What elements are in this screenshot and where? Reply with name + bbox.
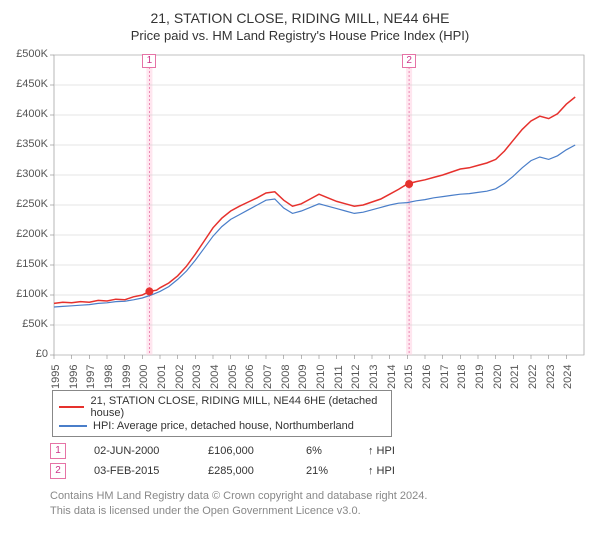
y-axis-label: £400K [10,108,48,120]
legend-item: 21, STATION CLOSE, RIDING MILL, NE44 6HE… [59,395,385,419]
x-axis-label: 2023 [545,365,557,389]
x-axis-label: 2018 [456,365,468,389]
x-axis-label: 2022 [527,365,539,389]
transaction-date: 02-JUN-2000 [94,445,180,457]
x-axis-label: 2011 [333,365,345,389]
attribution: Contains HM Land Registry data © Crown c… [50,489,590,519]
y-axis-label: £100K [10,288,48,300]
x-axis-label: 2019 [474,365,486,389]
line-chart [10,51,590,361]
chart-marker-badge: 1 [142,54,156,68]
x-axis-label: 2000 [138,365,150,389]
x-axis-label: 2017 [439,365,451,389]
legend-label: 21, STATION CLOSE, RIDING MILL, NE44 6HE… [90,395,385,419]
x-axis-label: 2009 [297,365,309,389]
attribution-line: This data is licensed under the Open Gov… [50,504,590,519]
transaction-pct: 21% [306,465,340,477]
x-axis-label: 1997 [85,365,97,389]
y-axis-label: £150K [10,258,48,270]
y-axis-label: £450K [10,78,48,90]
y-axis-label: £300K [10,168,48,180]
x-axis-label: 2012 [350,365,362,389]
transaction-price: £106,000 [208,445,278,457]
legend-label: HPI: Average price, detached house, Nort… [93,420,354,432]
transaction-pct: 6% [306,445,340,457]
transaction-vs-hpi: ↑ HPI [368,465,395,477]
x-axis-label: 2006 [244,365,256,389]
x-axis-label: 2020 [492,365,504,389]
chart-marker-badge: 2 [402,54,416,68]
y-axis-label: £250K [10,198,48,210]
x-axis-label: 2010 [315,365,327,389]
y-axis-label: £350K [10,138,48,150]
x-axis-label: 2016 [421,365,433,389]
x-axis-label: 2001 [156,365,168,389]
x-axis-label: 2024 [562,365,574,389]
transaction-price: £285,000 [208,465,278,477]
chart-subtitle: Price paid vs. HM Land Registry's House … [10,28,590,43]
y-axis-label: £200K [10,228,48,240]
x-axis-label: 2005 [227,365,239,389]
y-axis-label: £50K [10,318,48,330]
transaction-marker: 1 [50,443,66,459]
x-axis-label: 2008 [280,365,292,389]
x-axis-label: 2007 [262,365,274,389]
x-axis-label: 2013 [368,365,380,389]
x-axis-label: 2021 [509,365,521,389]
transaction-marker: 2 [50,463,66,479]
x-axis-label: 1999 [121,365,133,389]
legend: 21, STATION CLOSE, RIDING MILL, NE44 6HE… [52,390,392,437]
attribution-line: Contains HM Land Registry data © Crown c… [50,489,590,504]
transaction-vs-hpi: ↑ HPI [368,445,395,457]
x-axis-label: 1995 [50,365,62,389]
transaction-date: 03-FEB-2015 [94,465,180,477]
x-axis-label: 2014 [386,365,398,389]
transaction-row: 1 02-JUN-2000 £106,000 6% ↑ HPI [50,443,590,459]
transactions-table: 1 02-JUN-2000 £106,000 6% ↑ HPI 2 03-FEB-2015 £… [50,443,590,479]
chart-title: 21, STATION CLOSE, RIDING MILL, NE44 6HE [10,10,590,26]
x-axis-label: 2002 [174,365,186,389]
y-axis-label: £500K [10,48,48,60]
x-axis-label: 1998 [103,365,115,389]
transaction-row: 2 03-FEB-2015 £285,000 21% ↑ HPI [50,463,590,479]
x-axis-label: 1996 [68,365,80,389]
legend-swatch [59,406,84,408]
x-axis-label: 2003 [191,365,203,389]
chart-area: £0 £50K £100K £150K £200K £250K £300K £350K £400… [10,51,590,386]
x-axis-label: 2015 [403,365,415,389]
legend-swatch [59,425,87,427]
y-axis-label: £0 [10,348,48,360]
x-axis-label: 2004 [209,365,221,389]
legend-item: HPI: Average price, detached house, Nort… [59,420,385,432]
